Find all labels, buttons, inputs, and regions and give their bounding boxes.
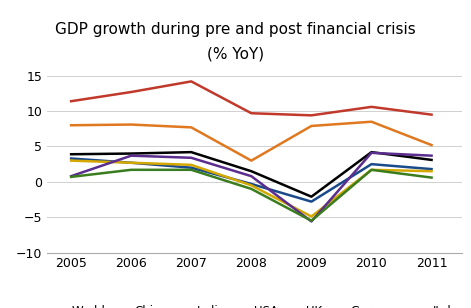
World	[249, 169, 254, 173]
Italy	[249, 187, 254, 191]
World	[129, 152, 134, 156]
USA	[188, 166, 194, 169]
UK	[309, 215, 314, 218]
Germany	[429, 154, 434, 157]
Germany	[188, 156, 194, 160]
Germany	[369, 151, 374, 155]
Italy	[309, 219, 314, 223]
Line: World: World	[71, 152, 431, 197]
UK	[249, 184, 254, 187]
India	[429, 143, 434, 147]
Line: UK: UK	[71, 160, 431, 217]
India	[369, 120, 374, 124]
Italy	[129, 168, 134, 172]
Germany	[249, 174, 254, 178]
Line: Italy: Italy	[71, 170, 431, 221]
Germany	[129, 154, 134, 157]
China	[249, 111, 254, 115]
World	[369, 150, 374, 154]
Italy	[188, 168, 194, 172]
UK	[68, 159, 74, 162]
India	[309, 124, 314, 128]
UK	[188, 163, 194, 167]
India	[249, 159, 254, 162]
China	[68, 99, 74, 103]
Line: India: India	[71, 122, 431, 160]
Germany	[68, 174, 74, 178]
World	[68, 152, 74, 156]
USA	[369, 162, 374, 166]
China	[429, 113, 434, 116]
Germany	[309, 220, 314, 223]
World	[429, 158, 434, 162]
USA	[429, 167, 434, 171]
USA	[309, 200, 314, 204]
World	[188, 150, 194, 154]
China	[129, 90, 134, 94]
USA	[129, 161, 134, 164]
Line: Germany: Germany	[71, 153, 431, 221]
Legend: World, China, India, USA, UK, Germany, Italy: World, China, India, USA, UK, Germany, I…	[45, 301, 464, 308]
China	[369, 105, 374, 109]
India	[188, 126, 194, 129]
UK	[369, 168, 374, 172]
Text: (% YoY): (% YoY)	[207, 47, 264, 62]
Line: China: China	[71, 81, 431, 116]
USA	[68, 157, 74, 160]
China	[188, 79, 194, 83]
Line: USA: USA	[71, 159, 431, 202]
UK	[129, 161, 134, 164]
Italy	[369, 168, 374, 172]
USA	[249, 182, 254, 186]
Italy	[68, 175, 74, 179]
Italy	[429, 176, 434, 180]
China	[309, 114, 314, 117]
India	[129, 123, 134, 126]
India	[68, 124, 74, 127]
UK	[429, 169, 434, 173]
Text: GDP growth during pre and post financial crisis: GDP growth during pre and post financial…	[55, 22, 416, 37]
World	[309, 195, 314, 199]
